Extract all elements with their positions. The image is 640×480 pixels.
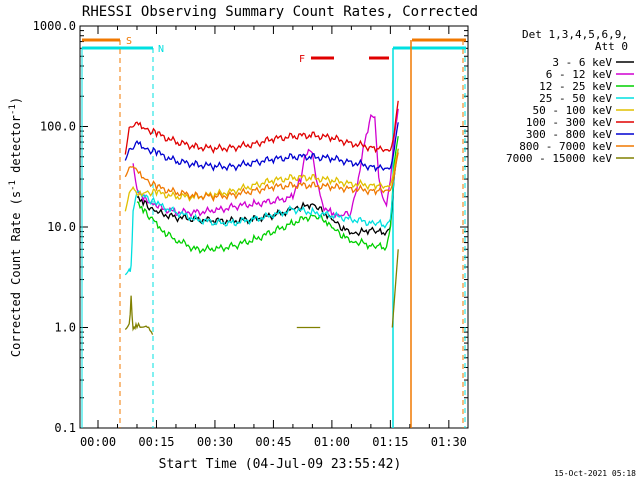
x-tick-label: 00:30 xyxy=(197,435,233,449)
x-tick-label: 00:15 xyxy=(138,435,174,449)
series-line xyxy=(136,136,399,254)
series-line xyxy=(124,148,399,276)
y-tick-label: 1.0 xyxy=(54,321,76,335)
x-tick-label: 01:15 xyxy=(372,435,408,449)
saa-flag-label: S xyxy=(126,36,132,47)
series-line xyxy=(136,148,399,237)
legend-header: Det 1,3,4,5,6,9, xyxy=(522,28,628,41)
series-line xyxy=(124,100,399,155)
plot-frame-rect xyxy=(79,25,469,429)
legend-label: 7000 - 15000 keV xyxy=(506,152,612,165)
x-axis-label: Start Time (04-Jul-09 23:55:42) xyxy=(159,457,402,472)
observing-flags: S N F xyxy=(81,36,466,428)
legend-header: Att 0 xyxy=(595,40,628,53)
night-flag-label: N xyxy=(158,44,164,55)
x-axis: 00:00 00:15 00:30 00:45 01:00 01:15 01:30 xyxy=(80,26,467,449)
series-line xyxy=(132,108,399,219)
legend-label: 50 - 100 keV xyxy=(533,104,613,117)
y-axis-label: Corrected Count Rate (s-1 detector-1) xyxy=(8,97,23,357)
series-layer xyxy=(124,100,399,335)
footer-timestamp: 15-Oct-2021 05:18 xyxy=(554,469,636,478)
legend-label: 25 - 50 keV xyxy=(539,92,612,105)
y-axis-label-sup: -1 xyxy=(8,104,18,115)
y-axis: 0.1 1.0 10.0 100.0 1000.0 xyxy=(33,19,468,435)
series-line-segment xyxy=(391,249,399,328)
y-tick-label: 10.0 xyxy=(47,220,76,234)
series-line xyxy=(124,152,399,203)
legend-label: 6 - 12 keV xyxy=(546,68,613,81)
legend-label: 12 - 25 keV xyxy=(539,80,612,93)
x-tick-label: 00:45 xyxy=(255,435,291,449)
legend-label: 300 - 800 keV xyxy=(526,128,612,141)
x-tick-label: 01:00 xyxy=(314,435,350,449)
y-axis-label-part: detector xyxy=(9,115,23,180)
y-tick-label: 1000.0 xyxy=(33,19,76,33)
chart-title: RHESSI Observing Summary Count Rates, Co… xyxy=(82,4,478,20)
y-tick-label: 0.1 xyxy=(54,421,76,435)
y-axis-label-part: ) xyxy=(9,97,23,104)
x-tick-label: 00:00 xyxy=(80,435,116,449)
legend-label: 800 - 7000 keV xyxy=(519,140,612,153)
series-line xyxy=(124,295,154,335)
y-tick-label: 100.0 xyxy=(40,120,76,134)
legend-label: 3 - 6 keV xyxy=(552,56,612,69)
series-line xyxy=(124,122,399,173)
series-line xyxy=(124,148,399,212)
plot-area xyxy=(79,25,469,429)
x-tick-label: 01:30 xyxy=(431,435,467,449)
flare-flag-label: F xyxy=(299,54,305,65)
legend-label: 100 - 300 keV xyxy=(526,116,612,129)
y-axis-label-part: Corrected Count Rate (s xyxy=(9,191,23,357)
y-axis-label-sup: -1 xyxy=(8,180,18,191)
